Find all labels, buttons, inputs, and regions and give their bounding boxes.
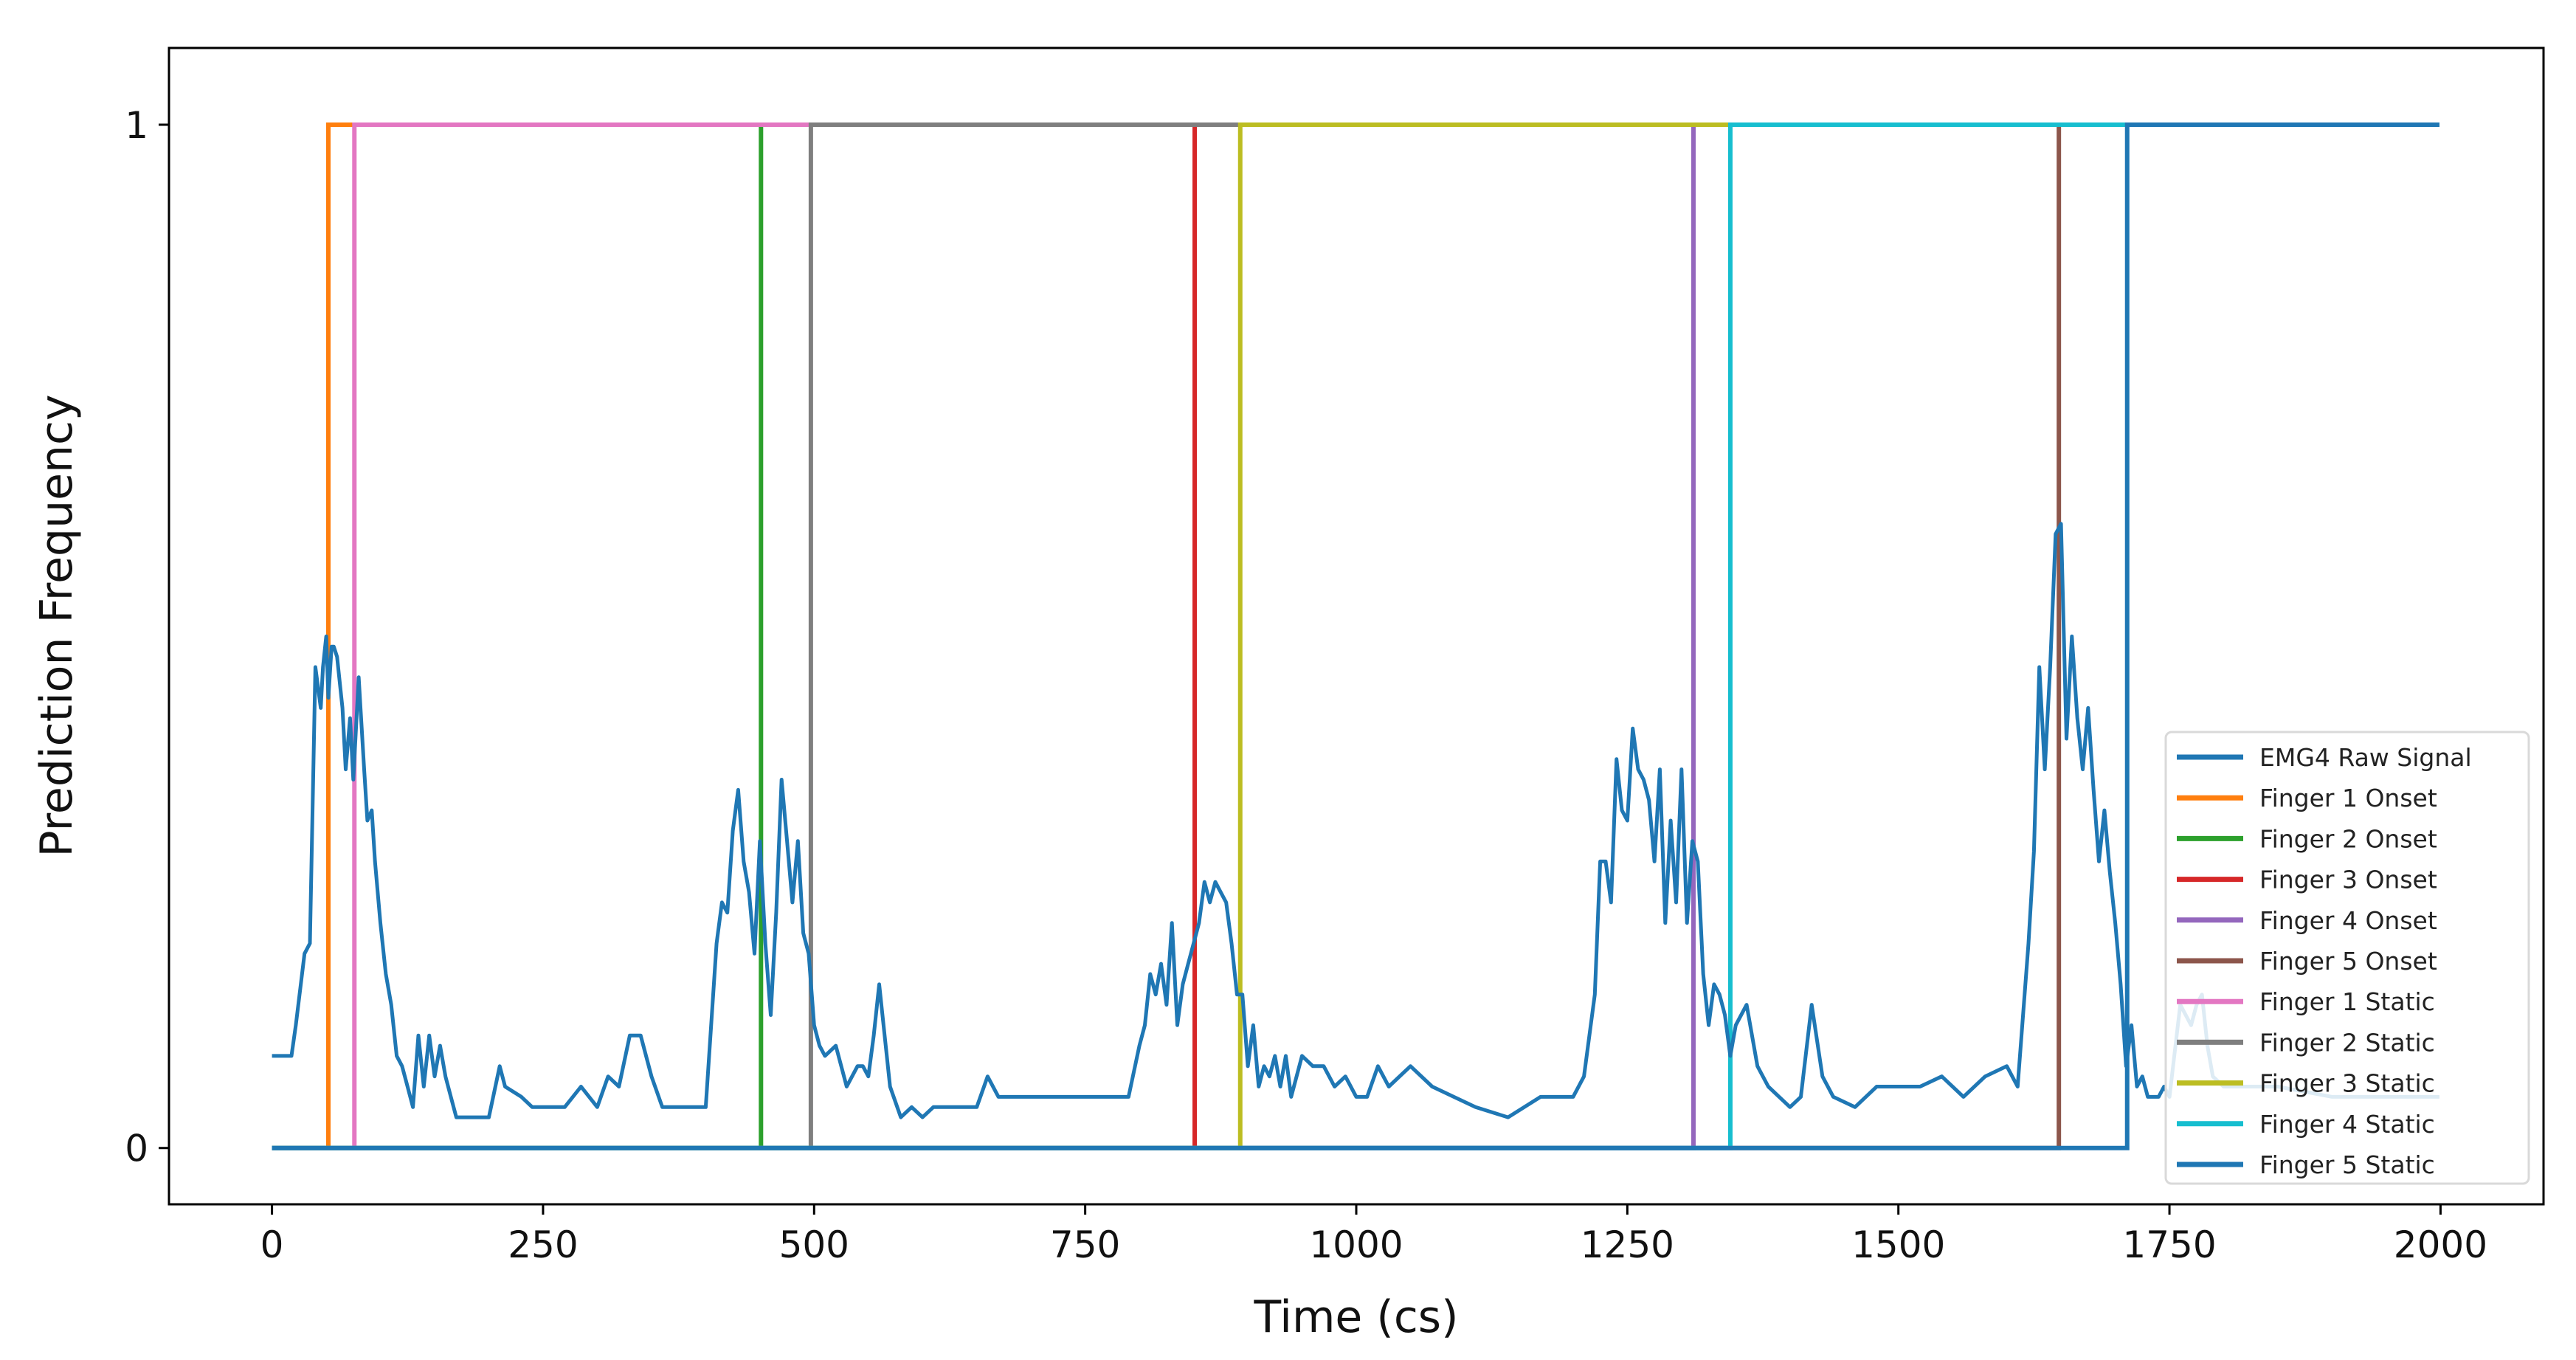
series-line-finger-2-onset — [272, 122, 2439, 1150]
x-tick-label: 1250 — [1581, 1223, 1674, 1266]
series-line-finger-4-onset — [272, 122, 2439, 1150]
series-line-finger-5-onset — [272, 122, 2439, 1150]
legend-label-finger-3-static: Finger 3 Static — [2259, 1069, 2435, 1098]
y-axis: 01 — [125, 104, 169, 1170]
x-tick-label: 250 — [508, 1223, 578, 1266]
series-line-emg4-raw-signal — [272, 522, 2439, 1119]
series-line-finger-2-static — [272, 122, 2439, 1150]
x-tick-label: 1500 — [1851, 1223, 1945, 1266]
series-line-finger-1-onset — [272, 122, 2439, 1150]
x-tick-label: 1000 — [1309, 1223, 1403, 1266]
x-tick-label: 500 — [779, 1223, 849, 1266]
x-tick-label: 1750 — [2122, 1223, 2216, 1266]
legend-label-finger-1-onset: Finger 1 Onset — [2259, 784, 2437, 812]
y-tick-label: 1 — [125, 104, 148, 147]
series-line-finger-1-static — [272, 122, 2439, 1150]
series-line-finger-3-static — [272, 122, 2439, 1150]
x-tick-label: 750 — [1050, 1223, 1120, 1266]
legend-label-finger-5-onset: Finger 5 Onset — [2259, 947, 2437, 976]
legend-label-finger-1-static: Finger 1 Static — [2259, 987, 2435, 1016]
x-tick-label: 2000 — [2394, 1223, 2487, 1266]
series-layer — [272, 122, 2439, 1150]
legend: EMG4 Raw Signal Finger 1 Onset Finger 2 On… — [2164, 731, 2530, 1185]
legend-label-finger-2-static: Finger 2 Static — [2259, 1028, 2435, 1057]
series-line-finger-5-static — [272, 122, 2439, 1150]
legend-label-finger-4-static: Finger 4 Static — [2259, 1110, 2435, 1139]
legend-label-finger-3-onset: Finger 3 Onset — [2259, 866, 2437, 894]
legend-label-finger-5-static: Finger 5 Static — [2259, 1150, 2435, 1179]
series-line-finger-4-static — [272, 122, 2439, 1150]
legend-label-finger-2-onset: Finger 2 Onset — [2259, 824, 2437, 853]
x-axis: 0 250 500 750 1000 1250 1500 1750 2000 — [260, 1204, 2487, 1266]
legend-label-emg4-raw-signal: EMG4 Raw Signal — [2259, 743, 2472, 772]
y-tick-label: 0 — [125, 1128, 148, 1170]
series-line-finger-3-onset — [272, 122, 2439, 1150]
x-tick-label: 0 — [260, 1223, 284, 1266]
legend-label-finger-4-onset: Finger 4 Onset — [2259, 906, 2437, 935]
legend-box — [2164, 731, 2530, 1185]
x-axis-label: Time (cs) — [1254, 1291, 1459, 1343]
y-axis-label: Prediction Frequency — [31, 394, 83, 857]
